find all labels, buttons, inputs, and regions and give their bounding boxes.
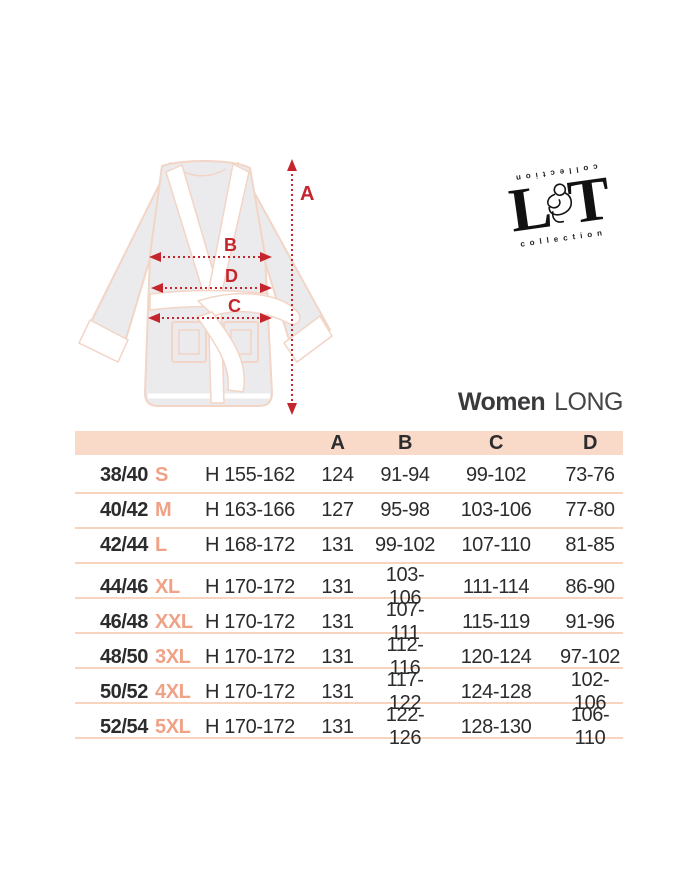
value-b: 99-102 (375, 534, 435, 556)
size-eu: 38/40 (99, 464, 148, 486)
value-a: 131 (321, 534, 354, 556)
arrow-c-head-left (148, 313, 160, 323)
size-eu: 52/54 (99, 715, 148, 738)
chart-title: Women LONG (457, 388, 624, 417)
size-table: A B C D 38/40 S H 155-162 124 91-94 99-1… (75, 431, 623, 749)
size-eu: 46/48 (99, 610, 148, 633)
size-eu: 48/50 (99, 645, 148, 668)
height-range: H 170-172 (205, 645, 295, 668)
robe-measurement-diagram: A B D C (78, 159, 333, 415)
size-letter: M (155, 499, 172, 521)
size-letter: S (155, 464, 168, 486)
value-c: 111-114 (462, 575, 530, 598)
table-row: 40/42 M H 163-166 127 95-98 103-106 77-8… (75, 494, 623, 529)
robe-left-pocket-inner (178, 329, 200, 355)
value-b: 91-94 (380, 464, 430, 486)
size-letter: 5XL (155, 715, 191, 738)
value-d: 97-102 (560, 645, 620, 668)
value-d: 77-80 (565, 499, 615, 521)
value-c: 120-124 (460, 645, 532, 668)
column-header-d: D (582, 431, 598, 454)
table-row: 46/48 XXL H 170-172 131 107-111 115-119 … (75, 599, 623, 644)
size-letter: L (155, 534, 167, 556)
arrow-d-head-left (151, 283, 163, 293)
measure-label-d: D (225, 266, 238, 286)
value-a: 131 (321, 610, 354, 633)
size-letter: XL (155, 575, 180, 598)
value-d: 81-85 (565, 534, 615, 556)
measure-label-a: A (300, 183, 314, 205)
title-gender: Women (457, 388, 546, 416)
robe-collar-line (183, 168, 227, 177)
value-a: 131 (321, 715, 354, 738)
table-row: 50/52 4XL H 170-172 131 117-122 124-128 … (75, 669, 623, 714)
column-header-a: A (330, 431, 345, 454)
arrow-d-head-right (260, 283, 272, 293)
height-range: H 168-172 (205, 534, 295, 556)
measure-label-c: C (228, 296, 241, 316)
value-c: 107-110 (461, 534, 531, 556)
size-eu: 44/46 (99, 575, 148, 598)
height-range: H 170-172 (205, 610, 295, 633)
title-variant: LONG (554, 388, 623, 416)
brand-logo: collection L T collection (489, 159, 628, 251)
arrow-c-head-right (260, 313, 272, 323)
arrow-a-head-top (287, 159, 297, 171)
size-letter: 3XL (155, 645, 191, 668)
logo-figure-icon (538, 177, 580, 238)
robe-belt-tie-right (197, 292, 301, 326)
size-letter: 4XL (155, 680, 191, 703)
robe-right-cuff (282, 314, 333, 364)
value-d: 91-96 (565, 610, 615, 633)
value-a: 131 (321, 645, 354, 668)
size-eu: 50/52 (99, 680, 148, 703)
value-c: 124-128 (460, 680, 532, 703)
arrow-b-head-right (260, 252, 272, 262)
size-eu: 40/42 (99, 499, 148, 521)
value-a: 131 (321, 680, 354, 703)
robe-left-cuff (78, 318, 129, 364)
value-b: 117-122 (386, 669, 424, 714)
table-row: 48/50 3XL H 170-172 131 112-116 120-124 … (75, 634, 623, 679)
value-b: 103-106 (385, 564, 425, 609)
arrow-a-head-bottom (287, 403, 297, 415)
table-row: 42/44 L H 168-172 131 99-102 107-110 81-… (75, 529, 623, 564)
value-d: 106-110 (570, 704, 610, 749)
value-b: 122-126 (385, 704, 425, 749)
value-c: 99-102 (466, 464, 526, 486)
table-row: 38/40 S H 155-162 124 91-94 99-102 73-76 (75, 459, 623, 494)
robe-left-pocket (171, 321, 207, 363)
table-row: 52/54 5XL H 170-172 131 122-126 128-130 … (75, 704, 623, 749)
column-header-c: C (488, 431, 504, 454)
value-d: 73-76 (565, 464, 615, 486)
robe-belt-tie-hanging (196, 311, 245, 393)
size-eu: 42/44 (99, 534, 148, 556)
value-a: 131 (321, 575, 354, 598)
measure-label-b: B (224, 235, 237, 255)
value-c: 128-130 (460, 715, 532, 738)
value-a: 124 (321, 464, 354, 486)
height-range: H 155-162 (205, 464, 295, 486)
value-a: 127 (321, 499, 354, 521)
value-c: 115-119 (462, 610, 530, 633)
value-b: 112-116 (386, 634, 424, 679)
value-c: 103-106 (460, 499, 532, 521)
height-range: H 170-172 (205, 575, 295, 598)
column-header-b: B (397, 431, 413, 454)
height-range: H 163-166 (205, 499, 295, 521)
arrow-b-head-left (149, 252, 161, 262)
table-row: 44/46 XL H 170-172 131 103-106 111-114 8… (75, 564, 623, 609)
value-b: 107-111 (385, 599, 425, 644)
height-range: H 170-172 (205, 715, 295, 738)
height-range: H 170-172 (205, 680, 295, 703)
size-table-header: A B C D (75, 431, 623, 455)
value-d: 102-106 (570, 669, 610, 714)
value-d: 86-90 (565, 575, 615, 598)
size-letter: XXL (155, 610, 193, 633)
value-b: 95-98 (380, 499, 430, 521)
logo-monogram: L T (491, 164, 628, 245)
